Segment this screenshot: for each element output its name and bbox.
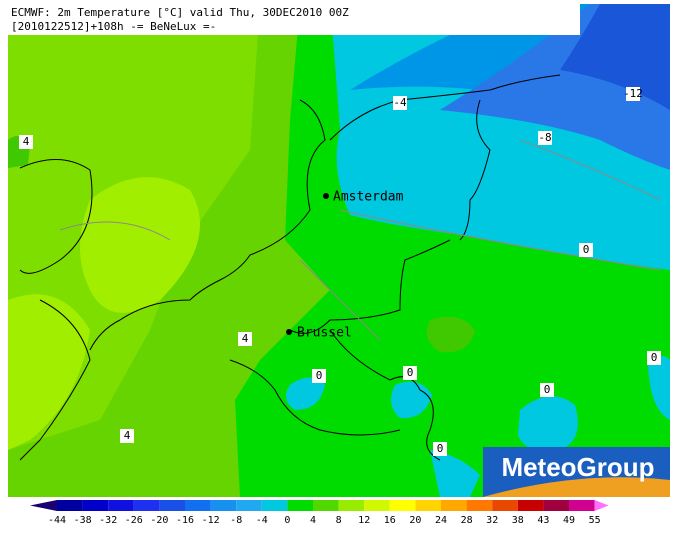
contour-label-box	[626, 87, 640, 101]
contour-label-box	[540, 383, 554, 397]
city-label: Brussel	[297, 326, 352, 341]
colorbar-tick-label: -4	[256, 515, 268, 526]
colorbar-tick-label: 28	[461, 515, 473, 526]
colorbar-tick-label: 4	[310, 515, 316, 526]
contour-label: -4	[393, 96, 407, 109]
contour-label-box	[433, 442, 447, 456]
colorbar-segment	[543, 500, 569, 511]
contour-label-box	[19, 135, 33, 149]
colorbar-tick-label: 12	[358, 515, 370, 526]
contour-label: 0	[544, 383, 551, 396]
colorbar-tick-label: 38	[512, 515, 524, 526]
colorbar-tick-label: 8	[336, 515, 342, 526]
contour-label-box	[393, 96, 407, 110]
colorbar-segment	[415, 500, 441, 511]
colorbar-tick-label: -16	[176, 515, 194, 526]
city-label: Amsterdam	[333, 190, 404, 205]
contour-label: 4	[23, 135, 30, 148]
colorbar-segment	[492, 500, 518, 511]
colorbar-tick-label: -44	[48, 515, 66, 526]
colorbar-tick-label: 24	[435, 515, 447, 526]
colorbar-tick-label: 0	[284, 515, 290, 526]
colorbar-tick-label: 32	[486, 515, 498, 526]
header-line1: ECMWF: 2m Temperature [°C] valid Thu, 30…	[11, 6, 349, 19]
logo-swoosh	[483, 477, 670, 497]
header-line2: [2010122512]+108h -= BeNeLux =-	[11, 20, 216, 33]
colorbar-arrow	[594, 500, 609, 511]
contour-label-box	[312, 369, 326, 383]
colorbar-segment	[108, 500, 134, 511]
contour-label-box	[647, 351, 661, 365]
colorbar-segment	[57, 500, 83, 511]
colorbar-segment	[313, 500, 339, 511]
contour-label: 4	[242, 332, 249, 345]
header-box	[8, 4, 580, 35]
colorbar-segment	[569, 500, 595, 511]
colorbar-tick-label: 49	[563, 515, 575, 526]
colorbar-segment	[185, 500, 211, 511]
colorbar-segment	[159, 500, 185, 511]
contour-label: 0	[651, 351, 658, 364]
colorbar-segment	[133, 500, 160, 511]
colorbar-tick-label: 16	[384, 515, 396, 526]
colorbar-segment	[287, 500, 313, 511]
contour-label: 0	[407, 366, 414, 379]
contour-label-box	[120, 429, 134, 443]
contour-label-box	[403, 366, 417, 380]
colorbar-segment	[210, 500, 237, 511]
colorbar-tick-label: -26	[125, 515, 143, 526]
colorbar-segment	[364, 500, 390, 511]
map-field	[8, 4, 670, 497]
colorbar-segment	[261, 500, 288, 511]
colorbar-segment	[517, 500, 544, 511]
colorbar-segment	[441, 500, 467, 511]
contour-label: 0	[437, 442, 444, 455]
logo-text: MeteoGroup	[501, 452, 654, 482]
city-dot	[323, 193, 329, 199]
colorbar-tick-label: 55	[589, 515, 601, 526]
colorbar-tick-label: -20	[150, 515, 168, 526]
colorbar-segment	[236, 500, 262, 511]
contour-label-box	[579, 243, 593, 257]
contour-label: 4	[124, 429, 131, 442]
colorbar-tick-label: -12	[202, 515, 220, 526]
colorbar-tick-label: -38	[74, 515, 92, 526]
colorbar-segment	[466, 500, 493, 511]
colorbar-tick-label: 43	[537, 515, 549, 526]
city-dot	[286, 329, 292, 335]
colorbar-segment	[82, 500, 109, 511]
contour-label: 0	[316, 369, 323, 382]
colorbar-segment	[389, 500, 416, 511]
colorbar-arrow	[30, 500, 57, 511]
colorbar-tick-label: 20	[409, 515, 421, 526]
contour-label: -8	[538, 131, 551, 144]
contour-label: -12	[623, 87, 643, 100]
contour-label-box	[238, 332, 252, 346]
contour-label: 0	[583, 243, 590, 256]
colorbar-tick-label: -8	[230, 515, 242, 526]
colorbar-tick-label: -32	[99, 515, 117, 526]
colorbar-segment	[338, 500, 365, 511]
contour-label-box	[538, 131, 552, 145]
